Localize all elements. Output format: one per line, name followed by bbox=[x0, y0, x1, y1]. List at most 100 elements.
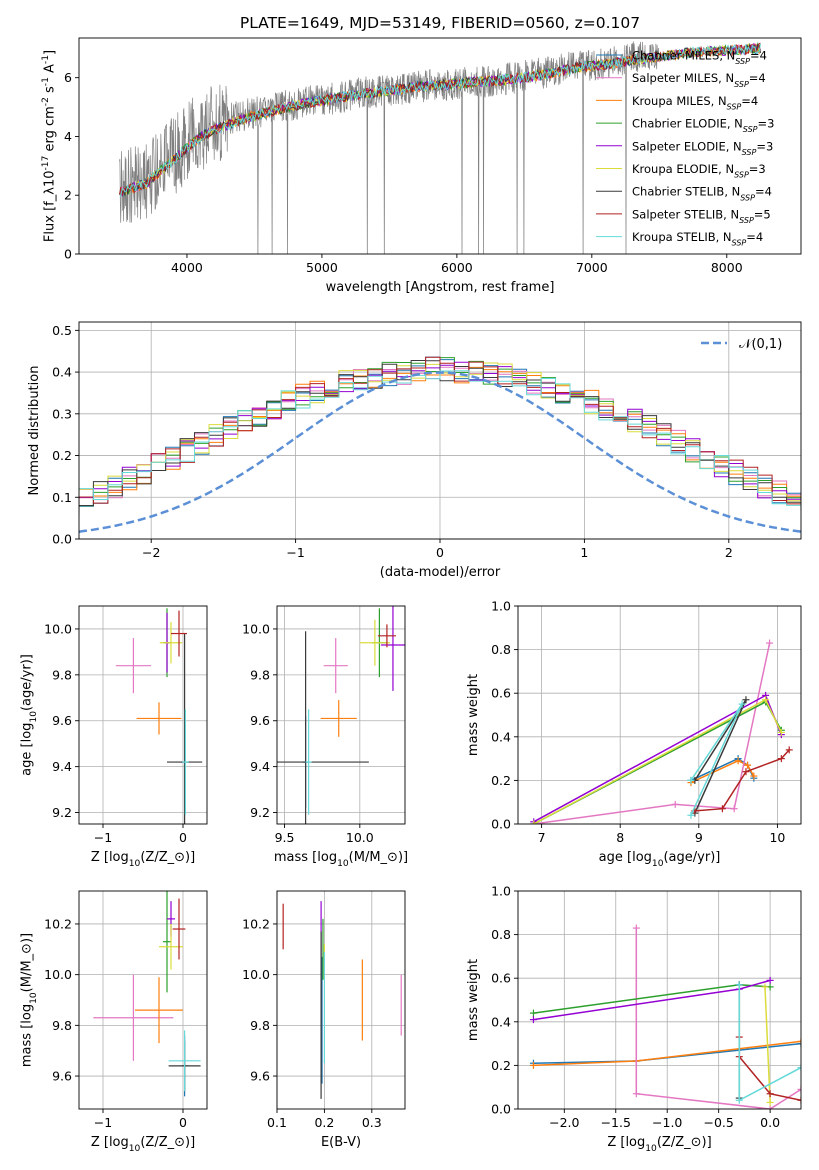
weight-marker-salpeter-stelib bbox=[785, 746, 793, 754]
gaussian-curve bbox=[79, 371, 801, 533]
weight-marker-salpeter-elodie bbox=[766, 976, 774, 984]
y-tick-label: 0.6 bbox=[491, 971, 511, 986]
legend-entry: Chabrier STELIB, NSSP=4 bbox=[632, 185, 772, 203]
chart-age_vs_Z: −1 0 9.2 9.4 9.6 9.8 10.0 Z [log10(Z/Z_⊙)] age [… bbox=[20, 605, 208, 869]
y-tick-label: 10.2 bbox=[44, 916, 72, 931]
y-tick-label: 1.0 bbox=[491, 599, 511, 614]
chart-residual_histogram: −2 −1 0 1 2 0.0 0.1 0.2 0.3 0.4 0.5 (data-model)/er… bbox=[27, 321, 802, 580]
chart-spectrum: 4000 5000 6000 7000 8000 0 2 4 6 wavelength [Angs… bbox=[41, 37, 802, 295]
x-tick-label: 1 bbox=[580, 545, 588, 560]
weight-marker-salpeter-stelib bbox=[742, 768, 750, 776]
x-tick-label: 0 bbox=[436, 545, 444, 560]
y-axis-label: Normed distribution bbox=[27, 366, 42, 496]
y-tick-label: 0.4 bbox=[52, 365, 72, 380]
weight-marker-kroupa-miles bbox=[750, 772, 758, 780]
y-tick-label: 9.8 bbox=[250, 1018, 270, 1033]
histogram-chabrier-stelib bbox=[79, 360, 801, 510]
y-axis-label: mass weight bbox=[466, 674, 481, 756]
x-axis-label: Z [log10(Z/Z_⊙)] bbox=[91, 850, 195, 869]
legend-entry: Chabrier MILES, NSSP=4 bbox=[632, 49, 767, 67]
errorbar-salpeter-stelib bbox=[171, 610, 187, 657]
errorbar-kroupa-stelib bbox=[305, 709, 312, 815]
x-tick-label: 8 bbox=[616, 830, 624, 845]
errorbar-kroupa-miles bbox=[135, 977, 183, 1044]
legend-entry: Kroupa ELODIE, NSSP=3 bbox=[632, 162, 766, 180]
y-tick-label: 10.0 bbox=[242, 621, 270, 636]
histogram-kroupa-stelib bbox=[79, 370, 801, 506]
weight-marker-salpeter-miles bbox=[766, 1105, 774, 1109]
axes-frame bbox=[78, 890, 208, 1110]
y-tick-label: 9.8 bbox=[52, 667, 72, 682]
y-tick-label: 0.6 bbox=[491, 686, 511, 701]
y-axis-label: Flux [f_λ10-17 erg cm-2 s-1 A-1] bbox=[41, 50, 57, 242]
weight-marker-kroupa-miles bbox=[744, 761, 752, 769]
y-axis-label: mass weight bbox=[466, 959, 481, 1041]
plot-area-mass_vs_ebv bbox=[282, 901, 402, 1099]
weight-marker-kroupa-stelib bbox=[797, 1064, 801, 1072]
weight-line-chabrier-elodie bbox=[533, 983, 771, 1014]
x-axis-label: wavelength [Angstrom, rest frame] bbox=[326, 280, 555, 295]
y-tick-label: 0.8 bbox=[491, 927, 511, 942]
legend-entry: Chabrier ELODIE, NSSP=3 bbox=[632, 117, 774, 135]
y-tick-label: 2 bbox=[64, 188, 72, 203]
histogram-salpeter-stelib bbox=[79, 356, 801, 512]
histogram-salpeter-elodie bbox=[79, 361, 801, 500]
y-tick-label: 0.2 bbox=[52, 448, 72, 463]
x-axis-label: Z [log10(Z/Z_⊙)] bbox=[91, 1135, 195, 1154]
y-axis-label: age [log10(age/yr)] bbox=[20, 654, 39, 776]
weight-marker-kroupa-miles bbox=[529, 1061, 537, 1069]
axes-frame bbox=[78, 605, 208, 825]
axes-frame bbox=[276, 890, 406, 1110]
weight-marker-kroupa-elodie bbox=[762, 696, 770, 704]
weight-marker-kroupa-stelib bbox=[735, 1096, 743, 1104]
plot-area-age_vs_Z bbox=[115, 608, 203, 824]
x-axis-label: E(B-V) bbox=[321, 1135, 361, 1150]
weight-marker-salpeter-elodie bbox=[529, 1016, 537, 1024]
errorbar-salpeter-miles bbox=[323, 638, 348, 694]
chart-mass_weight_vs_age: 7 8 9 10 0.0 0.2 0.4 0.6 0.8 1.0 age [log10(age/yr… bbox=[466, 599, 802, 869]
plot-area-residual_histogram bbox=[79, 356, 801, 533]
y-tick-label: 0.2 bbox=[491, 773, 511, 788]
weight-line-salpeter-miles bbox=[533, 642, 771, 824]
x-tick-label: 10.0 bbox=[346, 830, 374, 845]
legend-entry: Kroupa STELIB, NSSP=4 bbox=[632, 230, 763, 248]
y-tick-label: 6 bbox=[64, 70, 72, 85]
weight-marker-kroupa-miles bbox=[734, 757, 742, 765]
y-tick-label: 0.4 bbox=[491, 1014, 511, 1029]
chart-mass_vs_Z: −1 0 9.6 9.8 10.0 10.2 Z [log10(Z/Z_⊙)] mass [l… bbox=[20, 890, 208, 1154]
y-tick-label: 0.2 bbox=[491, 1058, 511, 1073]
x-axis-label: Z [log10(Z/Z_⊙)] bbox=[607, 1135, 711, 1154]
histogram-kroupa-miles bbox=[79, 366, 801, 510]
histogram-salpeter-miles bbox=[79, 366, 801, 505]
legend-entry: Salpeter STELIB, NSSP=5 bbox=[632, 207, 771, 225]
y-tick-label: 0.0 bbox=[52, 532, 72, 547]
y-tick-label: 0 bbox=[64, 247, 72, 262]
y-tick-label: 0.0 bbox=[491, 817, 511, 832]
y-tick-label: 10.0 bbox=[44, 621, 72, 636]
plot-area-spectrum bbox=[119, 41, 761, 254]
errorbar-kroupa-miles bbox=[320, 700, 357, 737]
weight-marker-kroupa-stelib bbox=[687, 776, 695, 784]
x-tick-label: 0.1 bbox=[267, 1115, 287, 1130]
errorbar-kroupa-miles bbox=[136, 702, 182, 735]
errorbar-salpeter-miles bbox=[115, 638, 151, 694]
y-tick-label: 9.6 bbox=[52, 713, 72, 728]
x-axis-label: (data-model)/error bbox=[380, 565, 501, 580]
x-tick-label: 0.2 bbox=[314, 1115, 334, 1130]
errorbar-chabrier-elodie bbox=[163, 891, 171, 993]
axes-frame bbox=[276, 605, 406, 825]
plot-area-mass_weight_vs_age bbox=[530, 639, 793, 824]
weight-marker-kroupa-elodie bbox=[530, 820, 538, 824]
x-tick-label: −1 bbox=[94, 830, 112, 845]
errorbar-kroupa-elodie bbox=[359, 619, 390, 666]
x-tick-label: 6000 bbox=[441, 260, 473, 275]
x-tick-label: 0 bbox=[179, 830, 187, 845]
weight-marker-salpeter-miles bbox=[797, 1085, 801, 1093]
y-tick-label: 9.4 bbox=[52, 759, 72, 774]
legend-entry: 𝒩(0,1) bbox=[739, 337, 782, 352]
y-tick-label: 9.4 bbox=[250, 759, 270, 774]
x-tick-label: −1 bbox=[286, 545, 304, 560]
x-tick-label: −0.5 bbox=[703, 1115, 733, 1130]
weight-marker-chabrier-stelib bbox=[742, 696, 750, 704]
